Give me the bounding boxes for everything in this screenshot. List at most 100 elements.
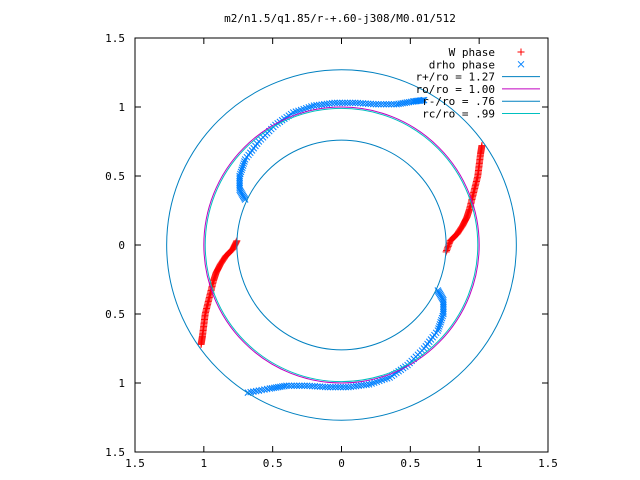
drho-phase-point [369,100,377,108]
y-tick-label: 1.5 [105,32,125,45]
marker-d2 [311,382,319,390]
marker-d2 [385,100,393,108]
drho-phase-point [439,312,447,320]
marker-d2 [436,320,444,328]
drho-phase-point [346,99,354,107]
drho-phase-point [437,316,445,324]
w-phase-point [443,247,451,255]
marker-d2 [238,166,246,174]
drho-phase-point [316,383,324,390]
drho-phase-point [375,100,382,108]
legend-cross-marker [517,60,525,68]
drho-phase-point [382,100,390,108]
drho-phase-point [247,388,254,396]
drho-phase-point [354,99,362,107]
drho-phase-point [420,96,428,104]
x-tick-label: 1.5 [538,457,558,470]
marker-d2 [395,100,402,108]
w-phase-point [232,238,240,246]
marker-d2 [252,387,260,395]
drho-phase-point [419,96,427,104]
drho-phase-point [306,382,314,390]
marker-d2 [355,382,363,390]
data-layer [166,69,517,421]
drho-phase-point [367,100,375,108]
marker-d2 [365,381,373,388]
drho-phase-point [238,166,246,174]
marker-d2 [517,60,525,68]
marker-d2 [393,100,400,108]
drho-phase-point [250,388,257,395]
w-phase-arm-0 [442,142,486,256]
drho-phase-point [324,383,332,391]
y-tick-label: 1.5 [105,446,125,459]
drho-phase-point [347,383,355,391]
legend-label: W phase [449,46,495,59]
drho-phase-point [298,382,306,390]
marker-d2 [239,164,246,172]
drho-phase-point [261,386,268,393]
marker-d2 [274,383,282,391]
marker-d2 [263,385,271,393]
drho-phase-point [328,99,336,107]
drho-phase-point [435,323,443,330]
drho-phase-point [436,320,444,328]
drho-phase-point [359,100,367,107]
marker-d2 [303,382,311,390]
y-tick-label: 0 [118,239,125,252]
legend-label: rc/ro = .99 [422,108,495,121]
circle-series-2 [166,69,517,421]
drho-phase-point [332,383,339,391]
marker-d2 [352,382,360,390]
drho-phase-point [295,382,303,390]
marker-d2 [326,100,333,107]
marker-d2 [283,382,290,390]
marker-d2 [313,101,320,109]
marker-d2 [293,382,301,390]
marker-d2 [382,100,390,108]
drho-phase-point [357,99,364,107]
marker-d2 [331,99,338,107]
marker-d2 [401,99,409,107]
marker-d2 [272,384,280,391]
y-tick-label: 1 [118,101,125,114]
legend-label: r-/ro = .76 [422,95,495,108]
marker-d2 [362,100,369,107]
marker-d2 [363,381,370,389]
marker-d2 [278,383,286,390]
drho-phase-point [303,382,311,390]
drho-phase-point [440,310,447,318]
x-tick-label: 0.5 [400,457,420,470]
marker-d2 [341,99,349,107]
drho-phase-point [240,160,248,167]
drho-phase-point [364,100,372,108]
marker-d2 [372,100,380,108]
y-tick-label: 1 [118,377,125,390]
marker-d2 [281,382,288,390]
marker-d2 [359,100,367,107]
marker-d2 [266,385,274,392]
marker-d2 [388,100,395,108]
marker-d2 [440,310,447,318]
drho-phase-point [372,100,380,108]
drho-phase-point [236,172,243,180]
y-tick-label: 0.5 [105,308,125,321]
marker-d2 [276,383,284,391]
drho-phase-point [345,383,352,391]
marker-d2 [241,158,248,165]
drho-phase-point [339,99,346,107]
drho-phase-point [351,99,359,107]
drho-phase-point [336,99,344,107]
marker-d2 [324,383,332,391]
marker-d2 [345,383,352,391]
marker-d2 [295,382,303,390]
drho-phase-point [329,383,337,391]
marker-d2 [380,100,388,108]
marker-d2 [323,100,331,108]
drho-phase-arm-1 [244,287,447,397]
marker-d2 [357,382,365,389]
marker-d2 [247,388,254,396]
marker-d2 [270,384,278,392]
drho-phase-point [301,382,308,390]
marker-d2 [346,99,354,107]
